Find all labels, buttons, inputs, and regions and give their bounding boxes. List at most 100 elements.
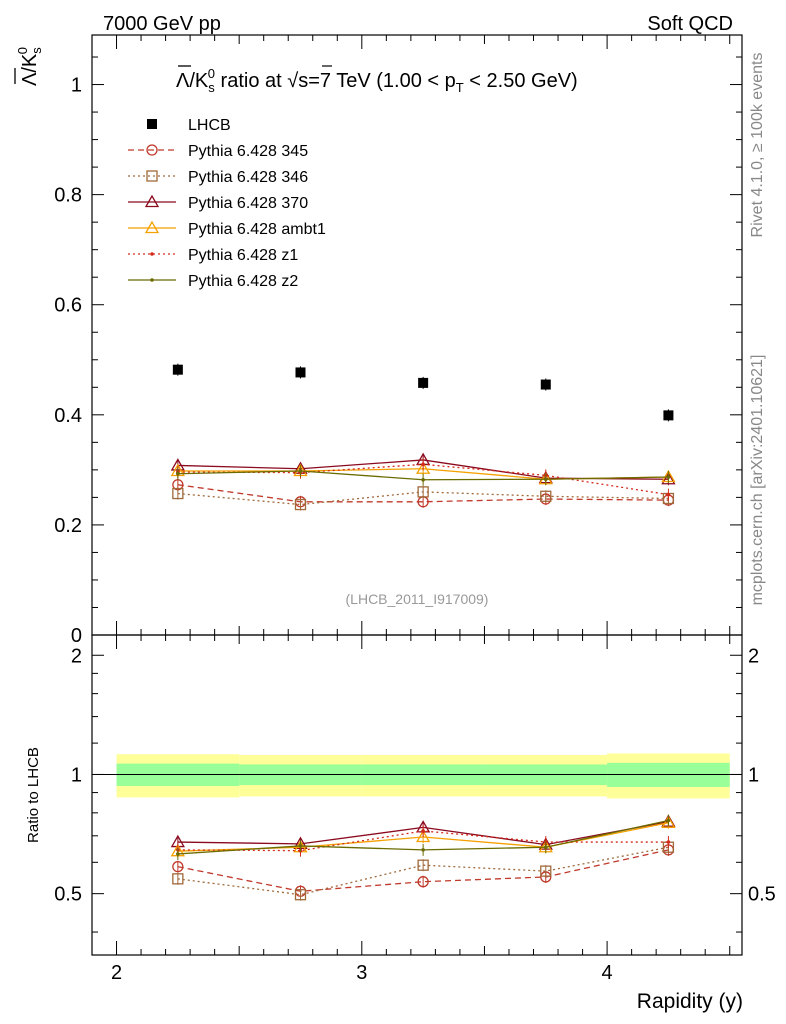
title-lambda: Λ <box>176 70 190 92</box>
ratio-point-0-2 <box>417 876 429 888</box>
legend-marker-2 <box>146 170 158 182</box>
legend-label-4: Pythia 6.428 ambt1 <box>188 221 326 238</box>
ratio-panel <box>170 814 676 901</box>
ratio-point-0-0 <box>172 861 184 873</box>
main-point-2-0 <box>172 487 184 500</box>
xtick-label: 4 <box>602 962 613 984</box>
legend-label-0: LHCB <box>188 117 231 134</box>
legend-entry-5: Pythia 6.428 z1 <box>128 247 298 264</box>
xtick-label: 3 <box>356 962 367 984</box>
ylabel-sub-s: s <box>29 47 44 54</box>
ratio-ytick-label-right: 2 <box>748 645 759 667</box>
main-point-3-4 <box>661 471 676 485</box>
main-point-0-2 <box>418 377 429 388</box>
ratio-point-4-2 <box>421 829 425 833</box>
ratio-point-5-1 <box>298 844 303 848</box>
ylabel-slash-k: /K <box>19 53 41 73</box>
legend-marker-1 <box>146 144 158 156</box>
main-series-0 <box>172 363 674 422</box>
header-right: Soft QCD <box>647 13 733 35</box>
legend-entry-2: Pythia 6.428 346 <box>128 169 308 186</box>
main-point-0-4 <box>663 410 674 421</box>
main-point-0-3 <box>540 379 551 390</box>
ratio-ytick-label: 0.5 <box>54 884 82 906</box>
legend-label-5: Pythia 6.428 z1 <box>188 247 298 264</box>
legend-entry-1: Pythia 6.428 345 <box>128 143 308 160</box>
ratio-point-5-4 <box>666 818 671 823</box>
title-sub-s: s <box>208 80 215 95</box>
ratio-point-1-0 <box>172 873 184 885</box>
legend-label-1: Pythia 6.428 345 <box>188 143 308 160</box>
main-point-2-2 <box>417 486 429 498</box>
uncertainty-bands <box>92 753 742 799</box>
ratio-point-1-3 <box>540 865 552 877</box>
title-slash-k: /K <box>189 70 209 92</box>
title-sup-0: 0 <box>208 66 215 81</box>
legend-entry-3: Pythia 6.428 370 <box>128 194 308 212</box>
main-point-6-0 <box>176 471 180 476</box>
main-ytick-label: 0.2 <box>54 515 82 537</box>
main-point-4-2 <box>416 461 431 474</box>
ylabel-sup-0: 0 <box>15 47 30 54</box>
title-ratio-at: ratio at <box>215 70 287 92</box>
ratio-ytick-label: 2 <box>71 645 82 667</box>
analysis-id: (LHCB_2011_I917009) <box>346 591 489 607</box>
main-title: Λ/Ks0 ratio at √s=7 TeV (1.00 < pT < 2.5… <box>176 66 578 95</box>
main-ytick-label: 0.4 <box>54 405 82 427</box>
main-ytick-label: 1 <box>71 75 82 97</box>
ratio-ytick-label: 1 <box>71 764 82 786</box>
legend-marker-3 <box>144 194 160 208</box>
title-s-eq: s=7 TeV (1.00 < p <box>298 70 456 92</box>
ratio-series-5 <box>176 814 671 860</box>
ratio-frame <box>91 634 743 956</box>
main-panel <box>170 363 676 511</box>
ratio-point-3-4 <box>661 815 676 828</box>
main-point-0-0 <box>172 364 183 375</box>
legend-label-3: Pythia 6.428 370 <box>188 195 308 212</box>
ratio-point-4-4 <box>666 840 671 844</box>
main-point-6-4 <box>666 475 671 479</box>
main-ytick-label: 0.8 <box>54 185 82 207</box>
rivet-label: Rivet 4.1.0, ≥ 100k events <box>749 53 766 238</box>
title-sub-T: T <box>456 80 464 95</box>
main-point-6-2 <box>421 477 425 482</box>
ratio-ytick-label-right: 1 <box>748 764 759 786</box>
header-left: 7000 GeV pp <box>103 13 221 35</box>
axes: 0 0.2 0.4 0.6 0.8 1 0.5 0.5 1 1 2 2 2 3 4 <box>54 34 776 984</box>
main-point-2-1 <box>294 498 307 511</box>
main-line-1 <box>177 484 669 503</box>
ratio-line-0 <box>177 849 669 892</box>
main-point-6-3 <box>543 477 548 482</box>
x-axis-label: Rapidity (y) <box>637 990 743 1013</box>
legend-marker-0 <box>147 119 157 129</box>
ratio-point-5-3 <box>543 845 548 850</box>
main-point-2-3 <box>540 490 552 502</box>
legend-marker-6 <box>150 278 154 282</box>
ratio-point-1-2 <box>417 859 429 871</box>
main-point-6-1 <box>298 469 303 473</box>
ratio-ylabel: Ratio to LHCB <box>25 747 42 843</box>
main-series-6 <box>176 464 671 486</box>
legend-marker-4 <box>144 220 160 234</box>
main-point-5-2 <box>421 462 425 467</box>
ratio-point-5-0 <box>176 852 180 856</box>
title-sqrt: √ <box>287 70 298 92</box>
main-ylabel: Λ/Ks0 <box>15 47 44 86</box>
ylabel-lambda: Λ <box>19 72 41 86</box>
ratio-ytick-label-right: 0.5 <box>748 884 776 906</box>
title-range-end: < 2.50 GeV) <box>464 70 578 92</box>
main-point-5-4 <box>666 492 671 497</box>
ratio-point-1-1 <box>294 889 307 901</box>
main-ytick-label: 0.6 <box>54 295 82 317</box>
xtick-label: 2 <box>111 962 122 984</box>
legend-label-2: Pythia 6.428 346 <box>188 169 308 186</box>
main-ytick-label: 0 <box>71 625 82 647</box>
legend-entry-4: Pythia 6.428 ambt1 <box>128 220 326 238</box>
legend-marker-5 <box>150 252 154 256</box>
mcplots-label: mcplots.cern.ch [arXiv:2401.10621] <box>749 355 766 606</box>
main-point-0-1 <box>295 367 306 378</box>
ratio-point-5-2 <box>421 848 425 852</box>
legend-entry-6: Pythia 6.428 z2 <box>128 273 298 290</box>
legend-entry-0: LHCB <box>147 117 231 134</box>
